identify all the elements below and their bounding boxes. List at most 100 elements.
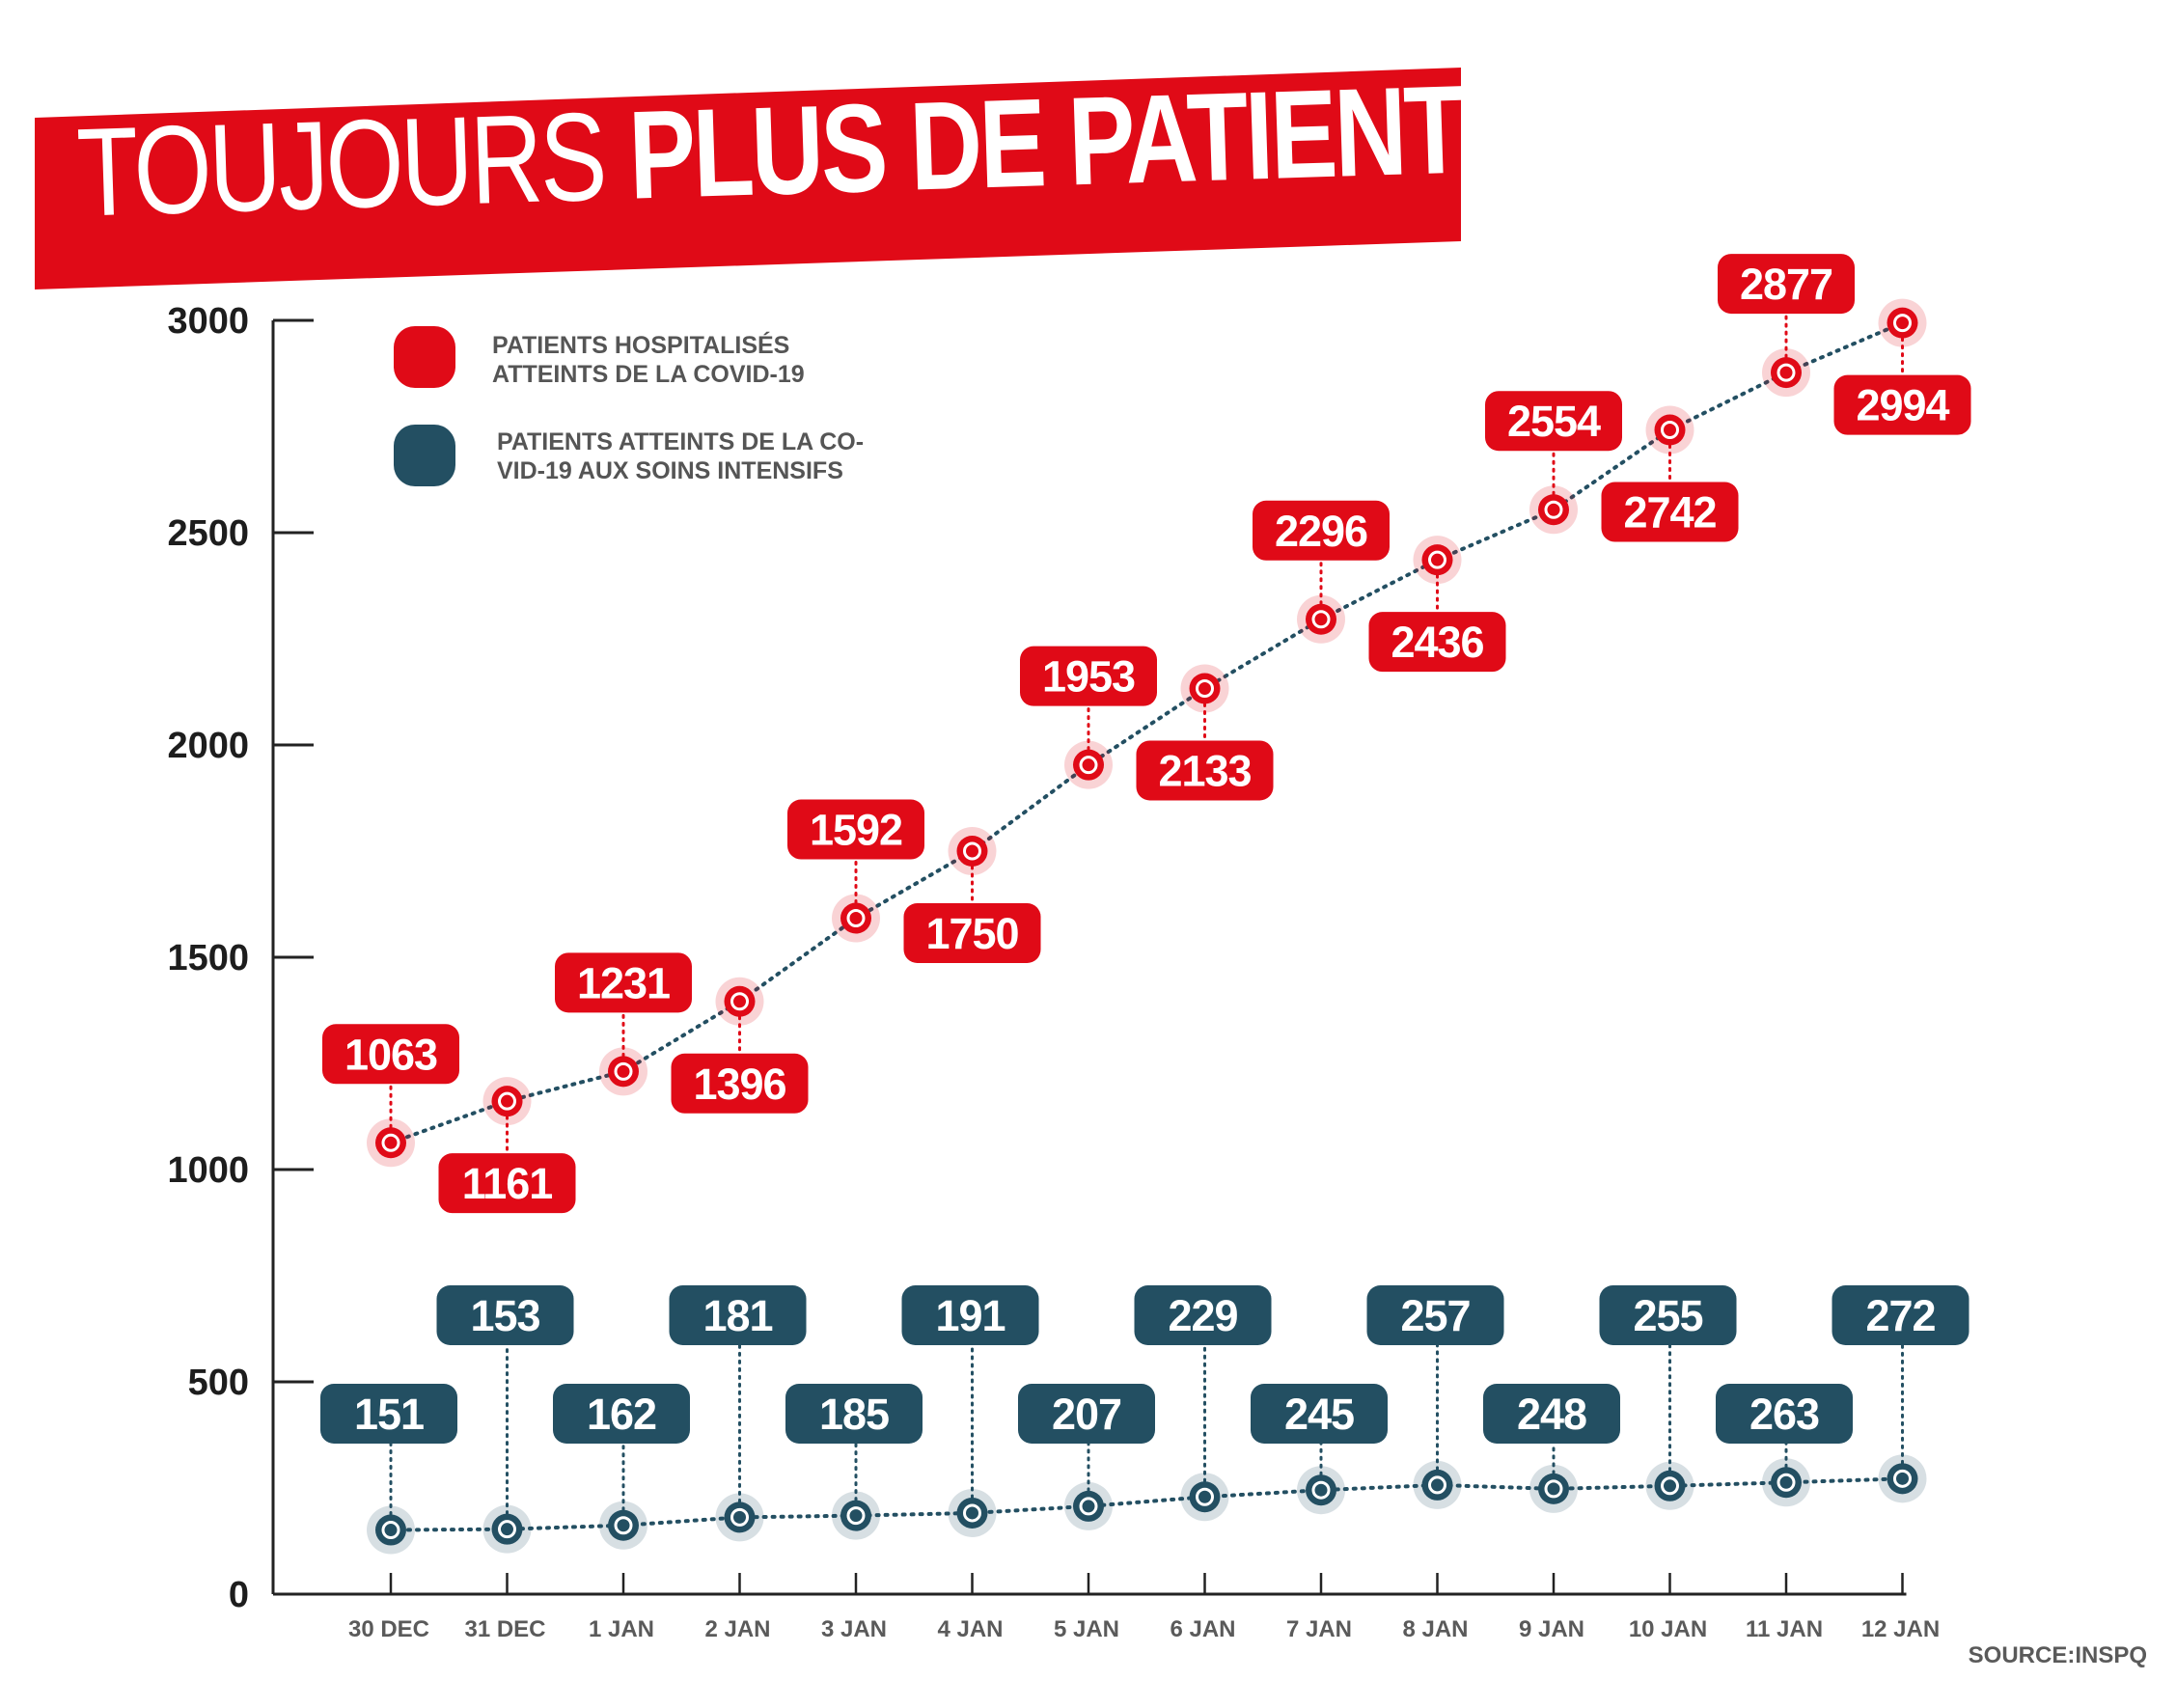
- series-hospital-point: [956, 836, 988, 867]
- series-hospital-point-ring: [381, 1133, 400, 1152]
- series-hospital-data-label: 2554: [1507, 397, 1601, 446]
- series-icu-point-ring: [1428, 1475, 1446, 1495]
- series-icu-label-box: [436, 1285, 574, 1345]
- series-hospital-point-ring: [1893, 314, 1912, 333]
- series-icu-label-box: [1134, 1285, 1272, 1345]
- y-tick-label: 3000: [167, 301, 249, 342]
- series-icu-data-label: 272: [1865, 1291, 1935, 1340]
- y-tick-label: 2500: [167, 513, 249, 554]
- legend-label-hospital-line-2: ATTEINTS DE LA COVID-19: [492, 361, 805, 388]
- series-icu-data-label: 191: [935, 1291, 1005, 1340]
- series-icu-point: [608, 1509, 639, 1541]
- series-hospital-data-label: 2296: [1275, 507, 1367, 556]
- series-hospital-label-box: [1368, 612, 1506, 673]
- series-icu-label-box: [1251, 1384, 1388, 1444]
- series-hospital-point-ring: [1311, 610, 1331, 629]
- series-icu-data-label: 245: [1284, 1390, 1354, 1439]
- series-hospital-point: [1189, 673, 1221, 704]
- title-light-part: TOUJOURS: [74, 87, 607, 244]
- series-icu-point: [375, 1514, 406, 1546]
- series-icu-point: [1771, 1467, 1802, 1499]
- series-hospital-label-box: [1253, 500, 1390, 561]
- series-hospital-point: [840, 902, 871, 934]
- series-hospital-label-box: [555, 952, 692, 1013]
- series-icu-data-label: 263: [1749, 1390, 1819, 1439]
- series-hospital-data-label: 1953: [1042, 652, 1135, 702]
- series-icu-point: [1189, 1481, 1221, 1513]
- series-icu-label-box: [553, 1384, 690, 1444]
- series-icu-point: [1421, 1469, 1453, 1501]
- series-icu-data-label: 151: [354, 1390, 424, 1439]
- series-hospital-point-ring: [1544, 500, 1563, 519]
- series-hospital-line: [389, 320, 1905, 1145]
- series-icu-point: [724, 1501, 756, 1533]
- series-hospital-point: [1538, 494, 1569, 526]
- series-hospital-data-label: 1063: [344, 1030, 437, 1079]
- x-tick-label: 5 JAN: [1054, 1616, 1119, 1642]
- series-icu-point-ring: [1777, 1473, 1796, 1492]
- legend-label-icu-line-2: VID-19 AUX SOINS INTENSIFS: [497, 457, 843, 484]
- series-hospital-point: [1421, 544, 1453, 576]
- series-icu-point: [1306, 1474, 1336, 1506]
- series-hospital-data-label: 1396: [693, 1060, 785, 1109]
- x-tick-label: 30 DEC: [348, 1616, 429, 1642]
- series-icu-point: [956, 1497, 988, 1529]
- series-hospital-label-box: [671, 1053, 809, 1114]
- y-tick-label: 1500: [167, 938, 249, 978]
- series-hospital-point-ring: [1196, 678, 1214, 698]
- series-hospital-data-label: 2436: [1391, 618, 1483, 667]
- series-icu-point-ring: [1893, 1469, 1912, 1488]
- x-tick-label: 8 JAN: [1402, 1616, 1468, 1642]
- series-hospital-data-label: 1592: [810, 806, 902, 855]
- series-icu-label-box: [1483, 1384, 1620, 1444]
- series-hospital-data-label: 2994: [1856, 381, 1949, 430]
- series-icu-point-ring: [846, 1506, 866, 1526]
- series-icu-point: [1538, 1473, 1569, 1504]
- series-icu-point-ring: [1544, 1479, 1563, 1499]
- series-hospital-point: [1771, 357, 1802, 389]
- x-tick-label: 2 JAN: [704, 1616, 770, 1642]
- series-hospital-point: [1887, 307, 1918, 339]
- series-icu-label-box: [1366, 1285, 1504, 1345]
- series-icu-point: [840, 1500, 871, 1531]
- series-hospital-point-ring: [1777, 363, 1796, 382]
- legend-label-icu: PATIENTS ATTEINTS DE LA CO- VID-19 AUX S…: [497, 427, 864, 485]
- series-hospital-label-box: [1136, 740, 1274, 801]
- y-tick-label: 0: [229, 1575, 249, 1615]
- series-hospital-point-ring: [963, 841, 981, 861]
- series-hospital-point-ring: [614, 1061, 633, 1081]
- series-hospital-data-label: 1161: [462, 1159, 553, 1208]
- series-hospital-point: [1073, 749, 1104, 781]
- series-hospital-data-label: 1750: [925, 909, 1018, 958]
- series-hospital-data-label: 1231: [577, 958, 670, 1007]
- series-icu-point: [1073, 1490, 1104, 1522]
- legend-marker-icu: [394, 425, 455, 486]
- x-tick-label: 12 JAN: [1861, 1616, 1940, 1642]
- x-tick-label: 11 JAN: [1746, 1616, 1823, 1642]
- legend-label-icu-line-1: PATIENTS ATTEINTS DE LA CO-: [497, 428, 865, 455]
- series-icu-point: [1887, 1463, 1918, 1495]
- x-tick-label: 10 JAN: [1629, 1616, 1707, 1642]
- series-hospital-label-box: [1718, 254, 1855, 315]
- series-icu-data-label: 181: [702, 1291, 772, 1340]
- y-tick-label: 1000: [167, 1150, 249, 1191]
- series-icu-label-box: [669, 1285, 807, 1345]
- series-icu-point-ring: [1196, 1487, 1214, 1506]
- series-icu-line: [389, 1476, 1905, 1532]
- legend-label-hospital-line-1: PATIENTS HOSPITALISÉS: [492, 332, 790, 359]
- series-hospital-point-ring: [846, 909, 866, 928]
- series-hospital-point: [724, 985, 756, 1017]
- x-tick-label: 4 JAN: [937, 1616, 1003, 1642]
- series-icu-data-label: 185: [819, 1390, 889, 1439]
- series-icu-data-label: 248: [1517, 1390, 1586, 1439]
- series-hospital-label-box: [903, 903, 1041, 963]
- series-icu-label-box: [785, 1384, 923, 1444]
- series-hospital-label-box: [438, 1153, 576, 1214]
- series-hospital-point-ring: [1428, 550, 1446, 569]
- series-icu-label-box: [1018, 1384, 1155, 1444]
- x-tick-label: 7 JAN: [1286, 1616, 1352, 1642]
- series-icu-data-label: 162: [587, 1390, 656, 1439]
- series-hospital-label-box: [1601, 482, 1739, 542]
- series-icu-label-box: [1599, 1285, 1737, 1345]
- series-hospital-point: [1306, 603, 1336, 635]
